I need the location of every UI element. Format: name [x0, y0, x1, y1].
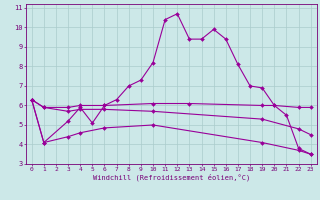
X-axis label: Windchill (Refroidissement éolien,°C): Windchill (Refroidissement éolien,°C)	[92, 173, 250, 181]
